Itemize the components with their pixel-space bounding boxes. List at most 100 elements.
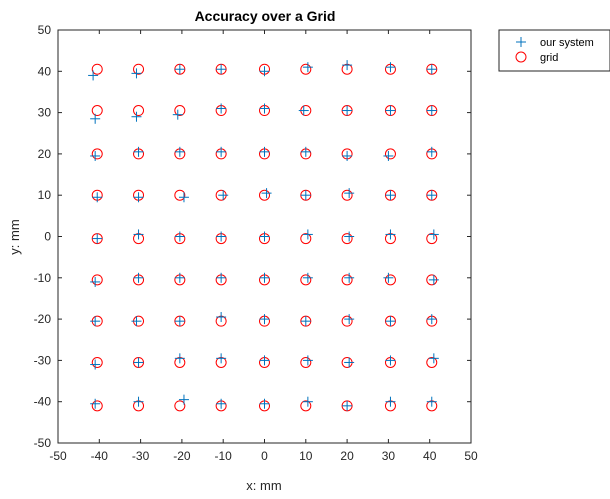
measured-point-plus — [428, 274, 439, 285]
y-tick-label: 0 — [44, 230, 51, 244]
grid-point-circle — [91, 148, 103, 160]
measured-point-plus — [302, 229, 313, 240]
measured-point-plus — [344, 357, 355, 368]
measured-point-plus — [426, 146, 437, 157]
y-tick-label: 20 — [38, 147, 52, 161]
measured-point-plus — [385, 105, 396, 116]
grid-point-circle — [133, 63, 145, 75]
grid-point-circle — [91, 105, 103, 117]
measured-point-plus — [342, 60, 353, 71]
measured-point-plus — [259, 355, 270, 366]
grid-point-circle — [341, 274, 353, 286]
measured-point-plus — [90, 113, 101, 124]
legend-marker-circle — [515, 51, 527, 63]
measured-point-plus — [385, 396, 396, 407]
grid-point-circle — [174, 189, 186, 201]
measured-point-plus — [385, 62, 396, 73]
grid-point-circle — [300, 274, 312, 286]
x-tick-label: 40 — [423, 449, 437, 463]
measured-point-plus — [174, 316, 185, 327]
measured-point-plus — [342, 105, 353, 116]
measured-point-plus — [302, 62, 313, 73]
x-tick-label: -10 — [215, 449, 233, 463]
measured-point-plus — [344, 231, 355, 242]
legend-entry-label: our system — [540, 37, 594, 49]
measured-point-plus — [174, 353, 185, 364]
y-tick-label: -10 — [34, 271, 52, 285]
grid-point-circle — [341, 233, 353, 245]
measured-point-plus — [302, 355, 313, 366]
grid-point-circle — [384, 148, 396, 160]
grid-point-circle — [174, 400, 186, 412]
measured-point-plus — [216, 64, 227, 75]
measured-point-plus — [133, 229, 144, 240]
measured-point-plus — [174, 146, 185, 157]
measured-point-plus — [133, 396, 144, 407]
measured-point-plus — [344, 188, 355, 199]
measured-point-plus — [426, 190, 437, 201]
x-tick-label: 0 — [261, 449, 268, 463]
measured-point-plus — [131, 68, 142, 79]
chart-title: Accuracy over a Grid — [195, 8, 336, 24]
grid-point-circle — [426, 356, 438, 368]
x-tick-label: -20 — [173, 449, 191, 463]
y-tick-label: -30 — [34, 353, 52, 367]
measured-point-plus — [383, 272, 394, 283]
measured-point-plus — [133, 272, 144, 283]
measured-point-plus — [92, 192, 103, 203]
measured-point-plus — [172, 109, 183, 120]
measured-point-plus — [300, 316, 311, 327]
grid-point-circle — [91, 274, 103, 286]
measured-point-plus — [426, 64, 437, 75]
measured-point-plus — [426, 314, 437, 325]
grid-point-circle — [384, 274, 396, 286]
x-tick-label: -30 — [132, 449, 150, 463]
measured-point-plus — [300, 190, 311, 201]
measured-point-plus — [178, 394, 189, 405]
x-tick-label: -50 — [49, 449, 67, 463]
measured-point-plus — [90, 316, 101, 327]
y-tick-label: 50 — [38, 23, 52, 37]
x-tick-label: -40 — [91, 449, 109, 463]
measured-point-plus — [426, 105, 437, 116]
grid-point-circle — [174, 105, 186, 117]
measured-point-plus — [385, 355, 396, 366]
measured-point-plus — [385, 316, 396, 327]
measured-point-plus — [133, 146, 144, 157]
grid-point-circle — [91, 356, 103, 368]
measured-point-plus — [178, 192, 189, 203]
measured-point-plus — [259, 272, 270, 283]
grid-point-circle — [300, 233, 312, 245]
grid-point-circle — [426, 233, 438, 245]
legend: our system grid — [498, 29, 610, 72]
grid-point-circle — [133, 105, 145, 117]
measured-point-plus — [131, 316, 142, 327]
measured-point-plus — [174, 231, 185, 242]
measured-point-plus — [385, 190, 396, 201]
legend-marker-plus — [516, 37, 526, 47]
measured-point-plus — [259, 146, 270, 157]
measured-point-plus — [261, 188, 272, 199]
x-tick-label: 30 — [382, 449, 396, 463]
measured-point-plus — [216, 146, 227, 157]
measured-point-plus — [259, 314, 270, 325]
measured-point-plus — [90, 150, 101, 161]
measured-point-plus — [259, 231, 270, 242]
y-tick-label: -50 — [34, 436, 52, 450]
grid-point-circle — [300, 356, 312, 368]
measured-point-plus — [216, 312, 227, 323]
measured-point-plus — [216, 103, 227, 114]
measured-point-plus — [383, 150, 394, 161]
measured-point-plus — [174, 272, 185, 283]
grid-point-circle — [300, 63, 312, 75]
y-tick-label: 10 — [38, 188, 52, 202]
measured-point-plus — [259, 103, 270, 114]
measured-point-plus — [216, 231, 227, 242]
x-tick-label: 10 — [299, 449, 313, 463]
measured-point-plus — [88, 70, 99, 81]
measured-point-plus — [298, 105, 309, 116]
grid-point-circle — [341, 189, 353, 201]
measured-point-plus — [344, 272, 355, 283]
x-tick-label: 50 — [464, 449, 478, 463]
